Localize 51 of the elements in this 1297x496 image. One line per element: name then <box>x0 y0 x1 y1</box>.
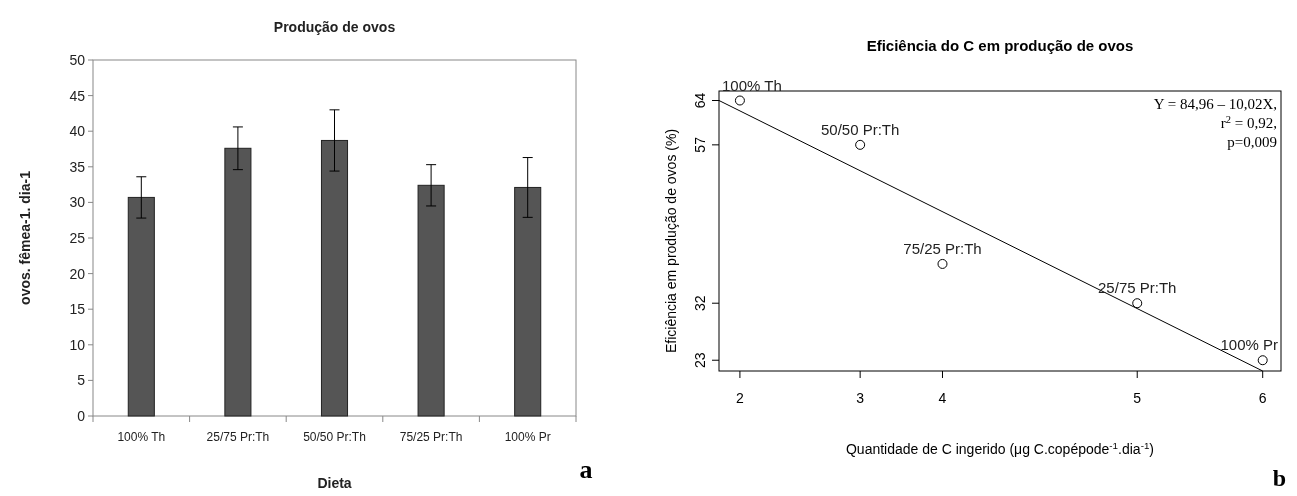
y-tick-label: 57 <box>692 136 708 153</box>
x-tick-label: 100% Th <box>117 430 166 444</box>
annotation: 100% Pr <box>1220 336 1278 354</box>
bar <box>224 147 252 417</box>
point <box>1132 298 1143 309</box>
point <box>937 258 948 269</box>
chart-title: Eficiência do C em produção de ovos <box>866 37 1134 54</box>
y-tick-label: 20 <box>69 265 86 282</box>
x-tick-label: 50/50 Pr:Th <box>303 430 366 444</box>
point <box>1257 355 1268 366</box>
x-tick-label: 2 <box>736 390 745 406</box>
y-tick-label: 35 <box>69 158 86 175</box>
x-tick-label: 100% Pr <box>504 430 551 444</box>
bar <box>127 196 155 417</box>
y-tick-label: 25 <box>69 229 86 246</box>
y-tick-label: 50 <box>69 51 86 68</box>
point <box>734 95 745 106</box>
point <box>855 139 866 150</box>
x-tick-label: 75/25 Pr:Th <box>399 430 463 444</box>
y-tick-label: 45 <box>69 87 86 104</box>
text: a <box>579 455 593 484</box>
annotation: p=0,009 <box>1227 134 1277 150</box>
y-axis-title: Eficiência em produção de ovos (%) <box>663 128 679 354</box>
y-tick-label: 32 <box>692 295 708 312</box>
annotation: 75/25 Pr:Th <box>903 239 982 257</box>
y-tick-label: 64 <box>692 92 708 109</box>
annotation: Y = 84,96 – 10,02X, <box>1153 96 1277 112</box>
bar <box>417 184 445 417</box>
text: b <box>1272 465 1286 491</box>
y-tick-label: 40 <box>69 123 86 140</box>
y-tick-label: 0 <box>77 407 86 424</box>
y-tick-label: 15 <box>69 301 86 318</box>
x-tick-label: 6 <box>1258 390 1267 406</box>
y-axis-title: ovos. fêmea-1. dia-1 <box>17 170 33 305</box>
y-tick-label: 30 <box>69 194 86 211</box>
chart-title: Produção de ovos <box>273 19 396 35</box>
annotation: 50/50 Pr:Th <box>820 120 900 138</box>
x-tick-label: 4 <box>938 390 947 406</box>
x-tick-label: 5 <box>1133 390 1142 406</box>
annotation: r$^{2}$ = 0,92, <box>1220 113 1277 131</box>
annotation: 100% Th <box>722 76 782 94</box>
x-axis-title: Quantidade de C ingerido (μg C.copépode$^{-1}$.dia$^{-1}$) <box>845 439 1155 457</box>
y-tick-label: 5 <box>77 372 86 389</box>
bar <box>514 186 542 417</box>
annotation: 25/75 Pr:Th <box>1098 279 1177 297</box>
x-tick-label: 25/75 Pr:Th <box>206 430 270 444</box>
y-tick-label: 10 <box>69 336 86 353</box>
bar <box>320 139 349 417</box>
x-axis-title: Dieta <box>317 475 352 491</box>
y-tick-label: 23 <box>692 352 708 369</box>
x-tick-label: 3 <box>856 390 865 406</box>
